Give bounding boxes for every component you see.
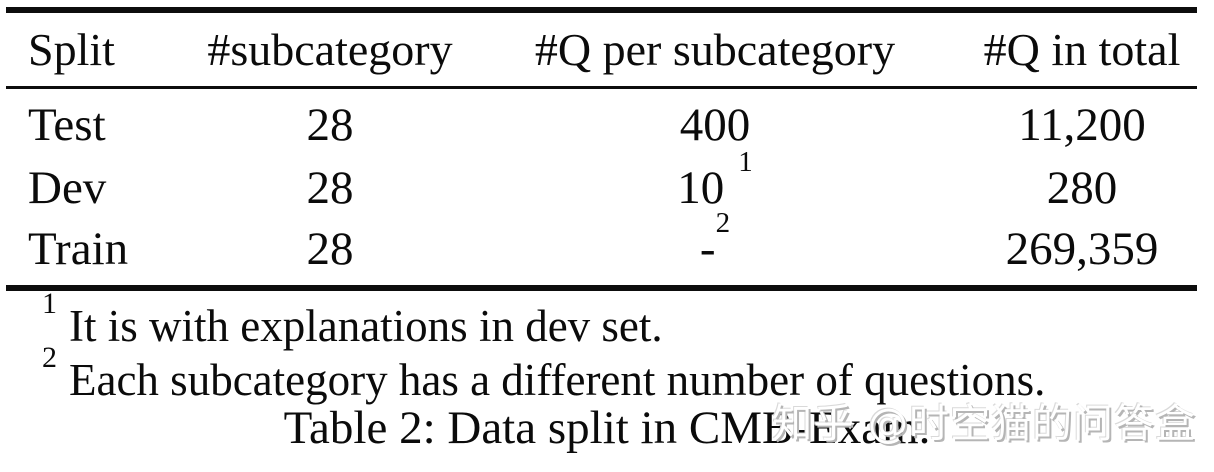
- table-row-test-q-per: 400: [480, 98, 950, 151]
- table-bottom-rule: [6, 285, 1197, 291]
- table-top-rule: [6, 7, 1197, 13]
- column-header-q-per-subcategory: #Q per subcategory: [534, 24, 896, 75]
- table-header-rule: [6, 86, 1197, 89]
- q-per-value: -: [699, 222, 716, 275]
- table-row-dev-q-total: 280: [1046, 161, 1118, 214]
- q-per-value: 400: [679, 98, 751, 151]
- table-row-train-q-per: -2: [480, 208, 950, 275]
- footnote-1-marker: 1: [42, 287, 57, 320]
- table-body: Test 28 400 11,200 Dev 28 10 1 280 Train …: [0, 92, 1214, 285]
- zhihu-watermark: 知乎 @时空猫的问答盒: [772, 401, 1196, 447]
- table-row-test-split: Test: [28, 98, 106, 151]
- footnote-ref-2: 2: [715, 206, 731, 239]
- table-row-train-q-total: 269,359: [1005, 222, 1159, 275]
- column-header-q-in-total: #Q in total: [983, 24, 1181, 75]
- table-row-dev-q-per: 10 1: [480, 147, 950, 214]
- column-header-subcategory: #subcategory: [207, 24, 453, 75]
- q-per-value: 10: [677, 161, 725, 214]
- footnote-2: 2 Each subcategory has a different number…: [0, 343, 1214, 406]
- footnote-1: 1 It is with explanations in dev set.: [0, 289, 1214, 352]
- table-row-train-split: Train: [28, 222, 129, 275]
- table-caption: Table 2: Data split in CMB-Exam.: [283, 402, 931, 454]
- table-row-dev-subcat: 28: [306, 161, 354, 214]
- table-row-dev-split: Dev: [28, 161, 107, 214]
- footnote-ref-1: 1: [738, 145, 753, 178]
- table-header-row: Split #subcategory #Q per subcategory #Q…: [0, 13, 1214, 86]
- table-row-train-subcat: 28: [306, 222, 354, 275]
- table-row-test-subcat: 28: [306, 98, 354, 151]
- footnote-2-marker: 2: [42, 341, 57, 374]
- footnote-2-text: Each subcategory has a different number …: [69, 355, 1046, 405]
- table-row-test-q-total: 11,200: [1018, 98, 1146, 151]
- column-header-split: Split: [28, 24, 115, 75]
- footnote-1-text: It is with explanations in dev set.: [69, 301, 663, 351]
